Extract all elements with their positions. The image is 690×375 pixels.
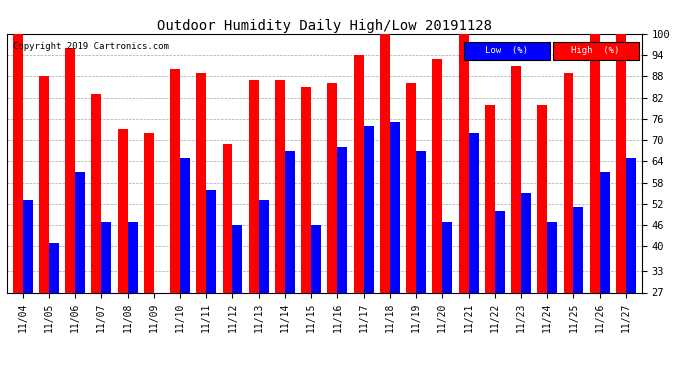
Bar	[91, 94, 101, 292]
Bar	[616, 34, 626, 292]
Bar	[547, 222, 558, 292]
Bar	[117, 129, 128, 292]
Bar	[337, 147, 347, 292]
FancyBboxPatch shape	[464, 42, 550, 60]
Bar	[75, 172, 85, 292]
Bar	[442, 222, 453, 292]
Bar	[49, 243, 59, 292]
Bar	[564, 73, 573, 292]
Bar	[65, 48, 75, 292]
Bar	[626, 158, 636, 292]
Bar	[23, 200, 32, 292]
Bar	[196, 73, 206, 292]
Bar	[180, 158, 190, 292]
Bar	[390, 122, 400, 292]
Bar	[285, 151, 295, 292]
FancyBboxPatch shape	[553, 42, 638, 60]
Bar	[495, 211, 505, 292]
Bar	[206, 190, 216, 292]
Text: Copyright 2019 Cartronics.com: Copyright 2019 Cartronics.com	[13, 42, 169, 51]
Bar	[311, 225, 321, 292]
Bar	[328, 83, 337, 292]
Bar	[128, 222, 137, 292]
Bar	[538, 105, 547, 292]
Bar	[511, 66, 521, 292]
Bar	[416, 151, 426, 292]
Bar	[521, 193, 531, 292]
Bar	[406, 83, 416, 292]
Bar	[249, 80, 259, 292]
Bar	[600, 172, 610, 292]
Bar	[144, 133, 154, 292]
Text: High  (%): High (%)	[571, 46, 620, 55]
Bar	[590, 34, 600, 292]
Bar	[302, 87, 311, 292]
Text: Low  (%): Low (%)	[485, 46, 528, 55]
Bar	[364, 126, 373, 292]
Bar	[459, 34, 469, 292]
Bar	[170, 69, 180, 292]
Title: Outdoor Humidity Daily High/Low 20191128: Outdoor Humidity Daily High/Low 20191128	[157, 19, 492, 33]
Bar	[485, 105, 495, 292]
Bar	[469, 133, 479, 292]
Bar	[259, 200, 268, 292]
Bar	[12, 34, 23, 292]
Bar	[380, 34, 390, 292]
Bar	[39, 76, 49, 292]
Bar	[433, 58, 442, 292]
Bar	[101, 222, 111, 292]
Bar	[222, 144, 233, 292]
Bar	[275, 80, 285, 292]
Bar	[354, 55, 364, 292]
Bar	[233, 225, 242, 292]
Bar	[573, 207, 584, 292]
